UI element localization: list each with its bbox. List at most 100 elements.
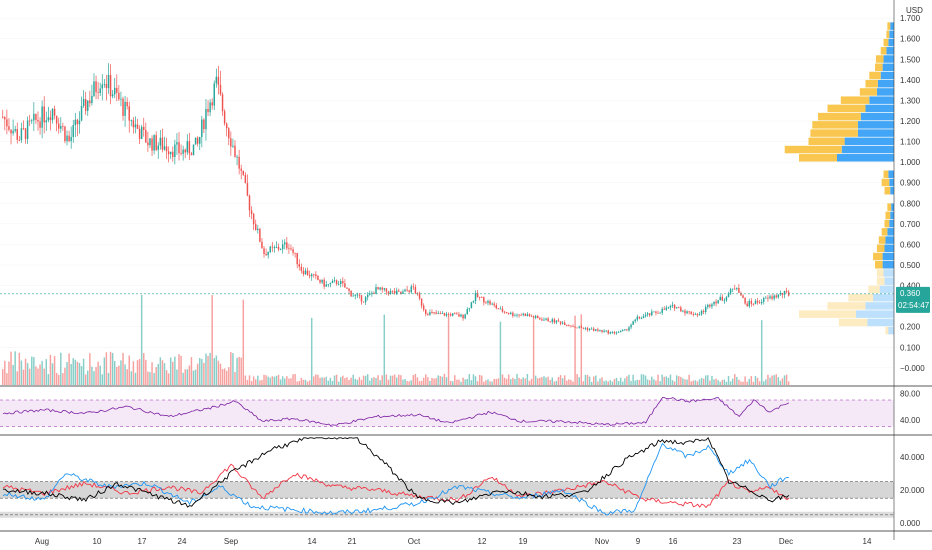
candle-body: [134, 124, 137, 128]
price-tick-label: 0.400: [900, 282, 921, 291]
profile-up-bar: [877, 79, 894, 88]
candle-body: [190, 153, 193, 156]
candle-body: [578, 326, 580, 328]
volume-bar: [174, 356, 176, 385]
candle-body: [263, 248, 265, 254]
date-axis: Aug 10 17 24 Sep 14 21 Oct 12 19 Nov 9 16 23 Dec 14: [0, 530, 932, 546]
profile-down-bar: [887, 203, 892, 211]
candle-body: [143, 126, 145, 130]
candle-body: [288, 248, 290, 250]
candle-body: [607, 330, 609, 334]
volume-bar: [161, 360, 164, 385]
candle-body: [694, 313, 697, 315]
volume-bar: [184, 369, 186, 385]
volume-bar: [219, 363, 222, 385]
candle-body: [391, 290, 394, 292]
candle-body: [483, 297, 485, 303]
volume-bar: [107, 372, 110, 385]
candle-body: [651, 311, 653, 316]
profile-up-bar: [888, 38, 894, 47]
volume-bar: [223, 368, 226, 385]
volume-bar: [37, 368, 39, 385]
profile-down-bar: [884, 219, 890, 228]
volume-bars: [2, 295, 790, 385]
volume-bar: [279, 379, 282, 385]
candle-body: [348, 288, 350, 291]
volume-bar: [433, 378, 435, 385]
candle-body: [35, 113, 37, 120]
volume-bar: [358, 377, 361, 385]
volume-bar: [738, 379, 740, 385]
price-tick-label: −0.000: [900, 364, 925, 373]
volume-bar: [510, 379, 512, 385]
price-tick-label: 0.600: [900, 240, 921, 249]
candle-body: [646, 313, 649, 315]
profile-up-bar: [857, 121, 894, 129]
candle-body: [244, 174, 247, 184]
candle-body: [667, 307, 670, 309]
candle-body: [124, 101, 126, 116]
candle-body: [242, 170, 245, 175]
candle-body: [669, 305, 672, 308]
candle-body: [377, 287, 379, 290]
candle-body: [626, 329, 628, 331]
candle-body: [439, 313, 442, 315]
volume-bar: [678, 376, 680, 385]
volume-bar: [275, 375, 278, 385]
volume-bar: [704, 375, 707, 385]
candle-body: [228, 128, 230, 139]
candle-body: [711, 304, 713, 307]
candle-body: [406, 289, 408, 291]
candle-body: [49, 117, 52, 121]
candle-body: [304, 270, 307, 275]
volume-bar: [746, 381, 748, 385]
candle-body: [53, 108, 56, 116]
volume-bar: [66, 362, 68, 385]
volume-bar: [28, 368, 31, 385]
profile-up-bar: [856, 310, 894, 318]
volume-bar: [702, 378, 705, 385]
volume-bar: [292, 374, 294, 385]
volume-bar: [727, 376, 730, 385]
profile-down-bar: [875, 63, 883, 71]
volume-bar: [70, 363, 72, 385]
candle-body: [485, 302, 487, 304]
volume-bar: [607, 381, 609, 385]
volume-bar: [765, 379, 767, 385]
volume-bar: [495, 379, 498, 385]
volume-bar: [590, 381, 593, 385]
candle-body: [771, 296, 773, 299]
candle-body: [740, 292, 742, 296]
candle-body: [566, 325, 568, 326]
volume-bar: [122, 352, 124, 385]
candle-body: [120, 98, 122, 100]
profile-up-bar: [890, 186, 894, 195]
volume-bar: [418, 381, 421, 385]
profile-up-bar: [880, 71, 894, 80]
candle-body: [557, 320, 560, 322]
volume-bar: [12, 364, 14, 385]
profile-up-bar: [879, 285, 894, 294]
candle-body: [541, 319, 543, 321]
volume-bar: [682, 378, 684, 385]
candle-body: [151, 138, 153, 151]
volume-bar: [464, 379, 466, 385]
volume-bar: [337, 381, 340, 385]
volume-bar: [134, 372, 137, 385]
dmi-tick-label: 40.000: [900, 453, 925, 462]
volume-bar: [400, 375, 402, 385]
date-tick-label: Sep: [224, 537, 239, 546]
candle-body: [707, 304, 709, 307]
volume-bar: [665, 376, 668, 385]
price-tick-label: 1.500: [900, 55, 921, 64]
volume-bar: [300, 377, 303, 385]
dmi-tick-label: 20.000: [900, 486, 925, 495]
candle-body: [617, 331, 620, 333]
candle-body: [64, 126, 66, 142]
candle-body: [673, 304, 676, 309]
volume-bar: [313, 376, 315, 385]
volume-bar: [157, 363, 159, 385]
candle-body: [636, 316, 639, 320]
